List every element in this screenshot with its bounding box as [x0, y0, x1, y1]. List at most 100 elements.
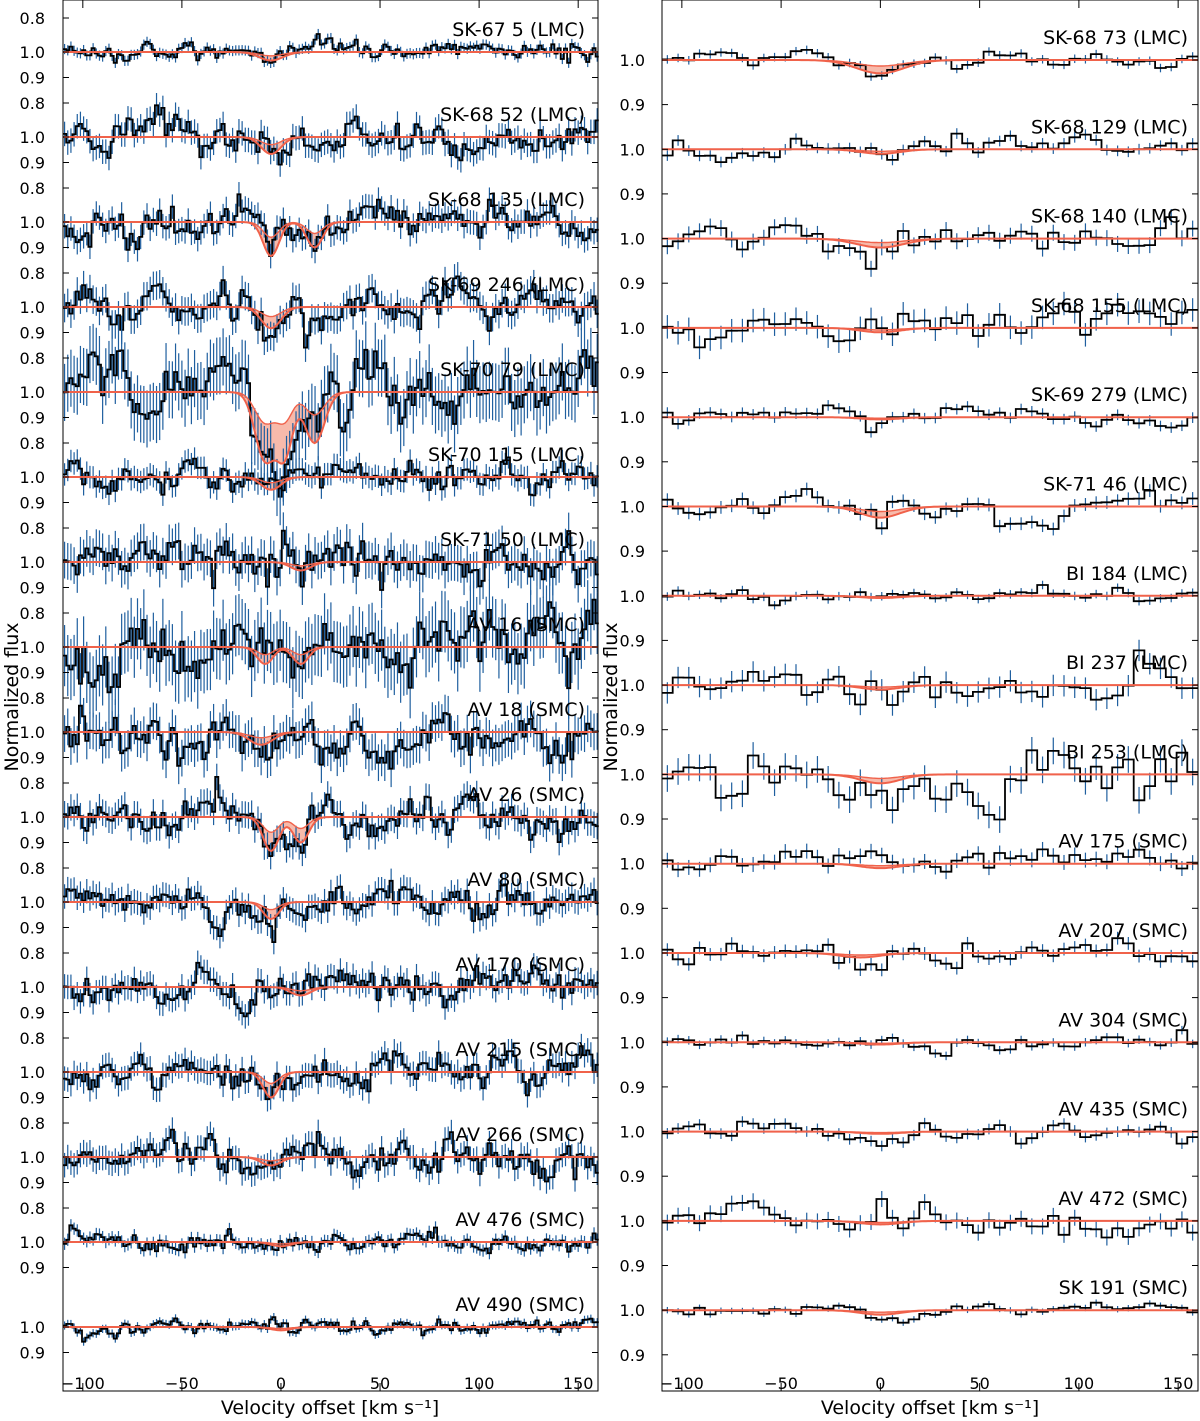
flux-step-line	[662, 302, 1198, 349]
model-component-line	[662, 684, 1198, 688]
y-tick-label: 1.0	[20, 1148, 45, 1167]
flux-step-line	[63, 104, 599, 166]
model-component-line	[63, 731, 598, 739]
spectrum-panel: AV 170 (SMC) 1.0 0.9 0.8	[20, 944, 599, 1029]
spectrum-panel: SK-69 246 (LMC) 1.0 0.9 0.8	[20, 262, 599, 362]
x-tick-label: −50	[165, 1374, 199, 1393]
panel-title: SK-68 129 (LMC)	[1031, 116, 1188, 138]
y-tick-label: 0.8	[20, 519, 45, 538]
spectrum-panel: SK-67 5 (LMC) 1.0 0.9 0.8	[20, 9, 599, 88]
y-tick-label: 0.9	[20, 834, 45, 853]
flux-step-line	[662, 1029, 1198, 1057]
model-component-line	[662, 505, 1198, 513]
model-component-line	[662, 863, 1198, 867]
panel-title: AV 18 (SMC)	[467, 699, 585, 721]
y-tick-label: 0.9	[620, 542, 645, 561]
y-tick-label: 1.0	[620, 1123, 645, 1142]
x-axis-label-left: Velocity offset [km s⁻¹]	[221, 1397, 439, 1419]
spectrum-panel: SK 191 (SMC) 1.0 0.9	[620, 1277, 1198, 1365]
y-tick-label: 1.0	[620, 587, 645, 606]
y-tick-label: 1.0	[20, 468, 45, 487]
y-tick-label: 0.8	[20, 9, 45, 28]
y-tick-label: 0.9	[620, 274, 645, 293]
y-tick-label: 0.9	[620, 185, 645, 204]
spectrum-panel: SK-71 46 (LMC) 1.0 0.9	[620, 474, 1198, 561]
y-tick-label: 1.0	[620, 51, 645, 70]
y-tick-label: 0.8	[20, 1114, 45, 1133]
model-component-line	[63, 391, 598, 425]
y-tick-label: 1.0	[20, 978, 45, 997]
flux-step-line	[662, 649, 1198, 706]
model-component-line	[63, 816, 598, 834]
panel-title: SK-68 155 (LMC)	[1031, 295, 1188, 317]
flux-step-line	[63, 704, 599, 770]
y-tick-label: 0.9	[20, 579, 45, 598]
y-tick-label: 0.8	[20, 264, 45, 283]
spectrum-panel: AV 304 (SMC) 1.0 0.9	[620, 1009, 1198, 1097]
x-tick-label: 100	[1064, 1374, 1095, 1393]
panel-title: AV 266 (SMC)	[455, 1124, 585, 1146]
y-tick-label: 0.9	[620, 1346, 645, 1365]
flux-step-line	[63, 598, 599, 694]
y-tick-label: 0.9	[20, 1174, 45, 1193]
panel-title: BI 184 (LMC)	[1066, 563, 1188, 585]
panel-title: AV 16 (SMC)	[467, 614, 585, 636]
spectrum-panel: AV 215 (SMC) 1.0 0.9 0.8	[20, 1029, 599, 1112]
y-tick-label: 1.0	[20, 553, 45, 572]
panel-title: SK 191 (SMC)	[1059, 1277, 1188, 1299]
model-component-line	[662, 1130, 1198, 1134]
y-tick-label: 0.8	[20, 94, 45, 113]
y-tick-label: 1.0	[20, 298, 45, 317]
y-tick-label: 1.0	[620, 1301, 645, 1320]
model-component-line	[662, 773, 1198, 780]
panel-title: SK-70 79 (LMC)	[440, 359, 585, 381]
flux-step-line	[63, 529, 599, 591]
panel-title: SK-67 5 (LMC)	[452, 19, 585, 41]
panel-title: AV 215 (SMC)	[455, 1039, 585, 1061]
spectrum-panel: AV 80 (SMC) 1.0 0.9 0.8	[20, 859, 599, 955]
flux-step-line	[63, 348, 599, 498]
panel-title: AV 170 (SMC)	[455, 954, 585, 976]
panel-title: SK-70 115 (LMC)	[428, 444, 585, 466]
y-tick-label: 0.8	[20, 604, 45, 623]
spectrum-panel: AV 490 (SMC) 1.0 0.9	[20, 1294, 599, 1363]
panel-title: SK-68 73 (LMC)	[1043, 27, 1188, 49]
y-tick-label: 1.0	[20, 638, 45, 657]
model-component-line	[63, 221, 598, 239]
y-tick-label: 1.0	[20, 43, 45, 62]
y-tick-label: 0.9	[620, 899, 645, 918]
y-tick-label: 1.0	[620, 944, 645, 963]
spectrum-panel: AV 26 (SMC) 1.0 0.9 0.8	[20, 763, 599, 870]
y-tick-label: 0.9	[620, 96, 645, 115]
spectrum-panel: SK-70 79 (LMC) 1.0 0.9 0.8	[20, 321, 599, 526]
y-tick-label: 1.0	[20, 808, 45, 827]
y-tick-label: 0.9	[20, 919, 45, 938]
x-tick-label: 100	[464, 1374, 495, 1393]
y-tick-label: 0.8	[20, 859, 45, 878]
spectrum-panel: SK-68 73 (LMC) 1.0 0.9	[620, 27, 1198, 115]
left-column-layer: SK-67 5 (LMC) 1.0 0.9 0.8 SK-68 52 (LMC) 1.0 0…	[20, 0, 599, 1393]
spectrum-panel: SK-69 279 (LMC) 1.0 0.9	[620, 384, 1198, 472]
y-tick-label: 0.9	[620, 453, 645, 472]
panel-title: BI 237 (LMC)	[1066, 652, 1188, 674]
flux-step-line	[63, 776, 599, 857]
y-tick-label: 1.0	[20, 383, 45, 402]
y-tick-label: 0.9	[20, 154, 45, 173]
spectrum-panel: BI 253 (LMC) 1.0 0.9	[620, 736, 1198, 833]
x-axis-label-right: Velocity offset [km s⁻¹]	[821, 1397, 1039, 1419]
panel-title: SK-68 140 (LMC)	[1031, 206, 1188, 228]
flux-step-line	[662, 1120, 1198, 1147]
x-tick-label: 0	[875, 1374, 885, 1393]
model-component-line	[662, 1309, 1198, 1313]
y-axis-label-right: Normalized flux	[600, 622, 622, 771]
y-tick-label: 0.9	[20, 749, 45, 768]
y-tick-label: 0.9	[20, 409, 45, 428]
model-component-line	[63, 1071, 598, 1085]
model-component-line	[63, 901, 598, 911]
flux-step-line	[662, 749, 1198, 821]
spectrum-panel: SK-71 50 (LMC) 1.0 0.9 0.8	[20, 512, 599, 609]
y-tick-label: 0.8	[20, 689, 45, 708]
model-component-line	[63, 646, 598, 656]
y-tick-label: 0.8	[20, 1199, 45, 1218]
